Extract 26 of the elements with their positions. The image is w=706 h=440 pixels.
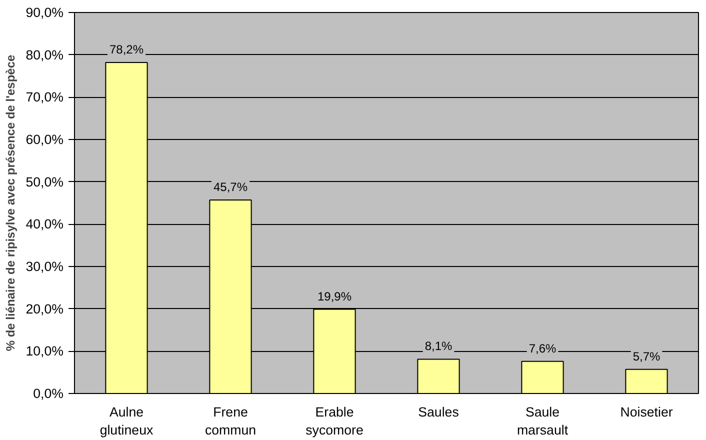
data-label: 45,7%: [213, 180, 248, 194]
data-label: 8,1%: [424, 339, 453, 354]
bar: [625, 368, 668, 394]
x-tick-label: Frene commun: [204, 404, 256, 438]
x-tick-label: Erable sycomore: [306, 404, 364, 438]
x-tick-label: Saules: [418, 404, 460, 420]
y-tick-label: 50,0%: [26, 174, 64, 190]
y-tick-label: 30,0%: [26, 259, 64, 274]
bar: [417, 358, 460, 394]
y-tick-label: 20,0%: [26, 301, 64, 316]
data-label: 7,6%: [528, 341, 557, 356]
y-tick-label: 80,0%: [26, 47, 64, 62]
y-tick-label: 60,0%: [26, 132, 64, 147]
x-tick-label: Aulne glutineux: [100, 404, 154, 438]
y-tick-label: 70,0%: [26, 90, 64, 105]
data-label: 19,9%: [317, 289, 352, 304]
data-label: 5,7%: [632, 349, 661, 364]
y-tick-label: 0,0%: [33, 386, 64, 401]
y-tick-label: 90,0%: [26, 5, 64, 20]
bar: [521, 360, 564, 394]
y-tick-label: 40,0%: [26, 216, 64, 232]
x-tick-label: Saule marsault: [516, 404, 568, 438]
y-axis-title: % de liénaire de ripisylve avec présence de l'espèce: [4, 54, 18, 352]
data-label: 78,2%: [109, 42, 144, 56]
y-tick-label: 10,0%: [26, 344, 64, 359]
x-tick-label: Noisetier: [620, 404, 674, 420]
